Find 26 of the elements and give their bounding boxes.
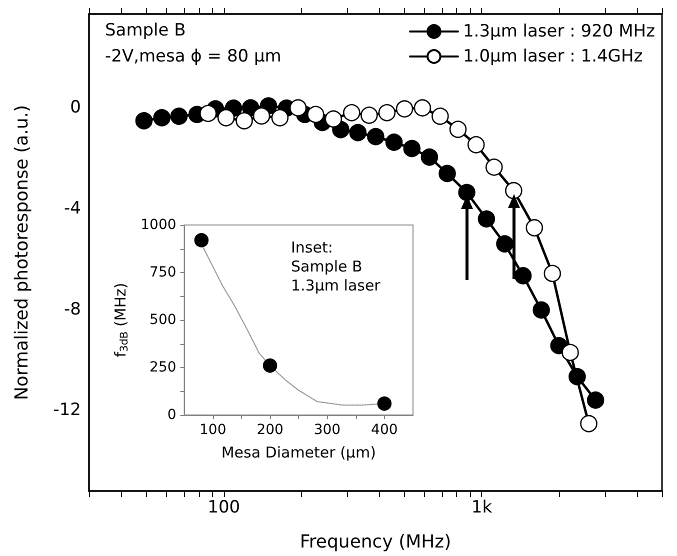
y-tick-label: 0 (167, 407, 176, 423)
y-tick-label: -4 (64, 198, 81, 218)
x-tick-label: 100 (208, 498, 240, 518)
annotation: Sample B (105, 20, 186, 40)
annotation: Inset: (291, 238, 333, 256)
y-tick-label: -8 (64, 299, 81, 320)
y-axis-title: Normalized photoresponse (a.u.) (12, 104, 32, 400)
x-tick-label: 200 (256, 422, 284, 438)
annotation: Sample B (291, 258, 362, 276)
x-tick-label: 1k (471, 498, 492, 518)
legend-label: 1.0μm laser : 1.4GHz (462, 46, 643, 66)
y-axis-title: f3dB (MHz) (112, 282, 130, 358)
y-tick-label: -12 (53, 400, 81, 420)
y-tick-label: 250 (150, 360, 176, 376)
annotation: -2V,mesa ϕ = 80 μm (105, 46, 282, 66)
legend-label: 1.3μm laser : 920 MHz (462, 22, 656, 42)
annotation: 1.3μm laser (291, 276, 382, 294)
x-tick-label: 300 (314, 422, 341, 438)
x-tick-label: 100 (200, 422, 226, 438)
x-axis-title: Mesa Diameter (μm) (221, 444, 376, 462)
y-tick-label: 500 (150, 312, 176, 328)
x-tick-label: 400 (371, 422, 398, 438)
y-tick-label: 750 (150, 264, 176, 280)
y-tick-label: 0 (70, 97, 81, 118)
y-tick-label: 1000 (140, 217, 176, 233)
x-axis-title: Frequency (MHz) (300, 532, 452, 552)
